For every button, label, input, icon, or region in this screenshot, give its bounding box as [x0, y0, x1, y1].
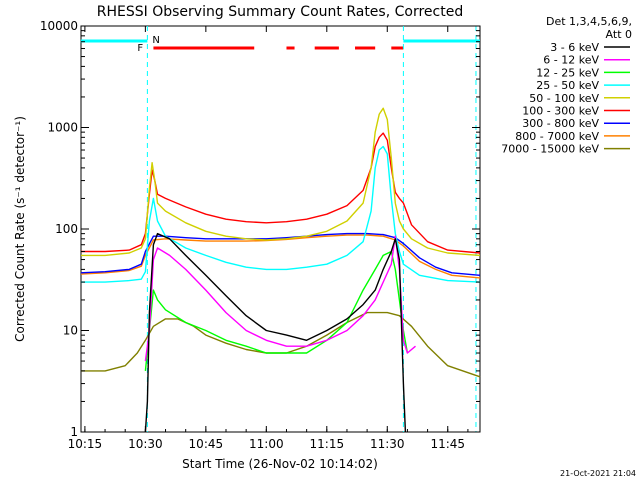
x-tick-label: 11:15: [310, 437, 345, 451]
legend-label: 3 - 6 keV: [550, 41, 599, 54]
x-axis-label: Start Time (26-Nov-02 10:14:02): [182, 457, 378, 471]
legend-label: 300 - 800 keV: [522, 117, 599, 130]
plot-content: FN: [80, 26, 481, 433]
x-tick-label: 10:30: [128, 437, 163, 451]
legend-label: 800 - 7000 keV: [515, 130, 599, 143]
y-tick-label: 10000: [40, 19, 78, 33]
legend-header-line-1: Det 1,3,4,5,6,9,: [546, 15, 632, 28]
x-tick-label: 10:45: [189, 437, 224, 451]
series-line-800to7000keV: [80, 234, 481, 279]
legend-header-line-2: Att 0: [606, 28, 632, 41]
plot-frame: [80, 25, 481, 433]
y-tick-label: 10: [63, 324, 78, 338]
x-tick-label: 11:45: [430, 437, 465, 451]
plot-area: FN: [80, 25, 481, 433]
chart-title: RHESSI Observing Summary Count Rates, Co…: [97, 4, 463, 20]
y-tick-label: 1: [70, 425, 78, 439]
series-line-100to300keV: [81, 132, 481, 254]
y-tick-label: 1000: [47, 121, 78, 135]
series-line-300to800keV: [80, 232, 481, 276]
series-line-3to6keV: [144, 232, 407, 433]
legend-label: 100 - 300 keV: [522, 105, 599, 118]
flare-flag-label: F: [137, 43, 143, 54]
legend-label: 12 - 25 keV: [536, 66, 599, 79]
footer-date: 21-Oct-2021 21:04: [560, 469, 636, 478]
x-tick-label: 10:15: [68, 437, 103, 451]
y-axis: 1 10 100 1000 10000: [40, 19, 480, 439]
y-tick-label: 100: [55, 222, 78, 236]
x-tick-label: 11:30: [370, 437, 405, 451]
x-axis: 10:15 10:30 10:45 11:00 11:15 11:30 11:45: [68, 26, 469, 451]
legend-label: 50 - 100 keV: [529, 92, 599, 105]
series-line-50to100keV: [81, 107, 481, 257]
night-flag-label: N: [152, 35, 159, 46]
legend-label: 7000 - 15000 keV: [501, 143, 599, 156]
x-tick-label: 11:00: [249, 437, 284, 451]
y-axis-label: Corrected Count Rate (s⁻¹ detector⁻¹): [13, 116, 27, 342]
legend-label: 6 - 12 keV: [543, 54, 599, 67]
series-line-25to50keV: [81, 145, 481, 283]
legend-label: 25 - 50 keV: [536, 79, 599, 92]
series-line-12to25keV: [144, 250, 409, 371]
